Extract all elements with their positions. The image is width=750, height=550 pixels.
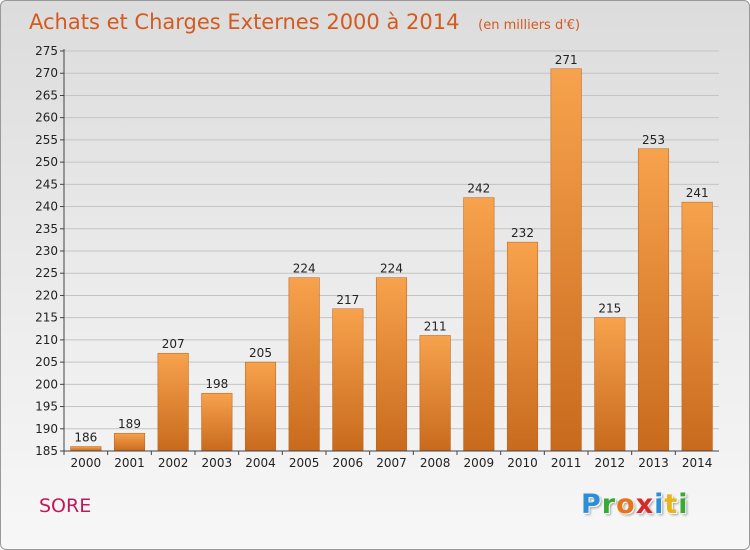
data-label-2012: 215 [598,302,621,316]
x-tick-label-2004: 2004 [245,456,276,470]
x-tick-label-2003: 2003 [202,456,233,470]
bar-2002 [157,352,189,452]
x-tick-label-2007: 2007 [376,456,407,470]
y-tick-label: 265 [35,88,58,102]
proxiti-logo: Proxiti [581,489,689,520]
bar-2000 [70,446,102,452]
logo-letter: o [616,489,636,520]
x-tick-label-2008: 2008 [420,456,451,470]
chart-title: Achats et Charges Externes 2000 à 2014 (… [29,10,580,34]
x-tick-label-2005: 2005 [289,456,320,470]
y-tick-label: 260 [35,111,58,125]
y-tick-label: 230 [35,244,58,258]
logo-letter: r [601,489,617,520]
place-name: SORE [39,495,92,517]
data-label-2000: 186 [74,431,97,445]
logo-letter: i [654,489,665,520]
bar-2012 [594,317,626,452]
data-label-2014: 241 [686,186,709,200]
y-axis-ticks: 185 190 195 200 205 210 215 220 225 230 235 240 245 2… [35,44,64,458]
chart-subtitle: (en milliers d'€) [478,18,580,33]
logo-letter: x [635,489,655,520]
x-tick-label-2014: 2014 [682,456,713,470]
x-axis-ticks: 2000 2001 2002 2003 2004 2005 2006 2007 2008 2009… [63,451,713,470]
y-tick-label: 220 [35,288,58,302]
data-label-2011: 271 [555,53,578,67]
y-tick-label: 250 [35,155,58,169]
y-tick-label: 190 [35,422,58,436]
bar-2007 [375,277,408,452]
grid-lines [64,50,719,452]
bar-2003 [201,392,233,452]
data-label-2004: 205 [249,346,272,360]
y-tick-label: 200 [35,377,58,391]
data-label-2009: 242 [467,182,490,196]
bar-2004 [244,361,277,452]
bars [70,68,713,452]
bar-2009 [463,197,495,452]
x-tick-label-2013: 2013 [638,456,669,470]
y-tick-label: 210 [35,333,58,347]
x-tick-label-2006: 2006 [333,456,364,470]
y-tick-label: 185 [35,444,58,458]
logo-letter: i [678,489,689,520]
y-tick-label: 205 [35,355,58,369]
y-tick-label: 245 [35,177,58,191]
data-label-2007: 224 [380,262,403,276]
bar-2005 [288,277,320,452]
chart-title-text: Achats et Charges Externes 2000 à 2014 [29,10,459,34]
x-tick-label-2001: 2001 [114,456,145,470]
data-label-2001: 189 [118,417,141,431]
logo-letter: t [664,489,679,520]
x-tick-label-2002: 2002 [158,456,189,470]
data-label-2008: 211 [424,319,447,333]
bar-2001 [113,432,146,452]
data-label-2002: 207 [162,337,185,351]
bar-2011 [550,68,582,452]
x-tick-label-2000: 2000 [71,456,102,470]
bar-2013 [637,148,670,452]
y-tick-label: 270 [35,66,58,80]
y-tick-label: 225 [35,266,58,280]
data-label-2010: 232 [511,226,534,240]
y-tick-label: 235 [35,222,58,236]
x-tick-label-2011: 2011 [551,456,582,470]
bar-2006 [332,308,364,452]
x-tick-label-2009: 2009 [464,456,495,470]
data-label-2003: 198 [205,377,228,391]
logo-letter: P [581,489,602,520]
data-label-2006: 217 [336,293,359,307]
y-tick-label: 240 [35,200,58,214]
y-tick-label: 215 [35,311,58,325]
y-tick-label: 195 [35,400,58,414]
y-tick-label: 275 [35,44,58,58]
bar-2014 [681,201,713,452]
bar-2010 [506,241,539,452]
x-tick-label-2012: 2012 [595,456,626,470]
bar-2008 [419,335,451,452]
y-tick-label: 255 [35,133,58,147]
data-labels: 186 189 207 198 205 224 217 224 211 242 232 271 215 2… [74,53,708,445]
data-label-2005: 224 [293,262,316,276]
data-label-2013: 253 [642,133,665,147]
x-tick-label-2010: 2010 [507,456,538,470]
